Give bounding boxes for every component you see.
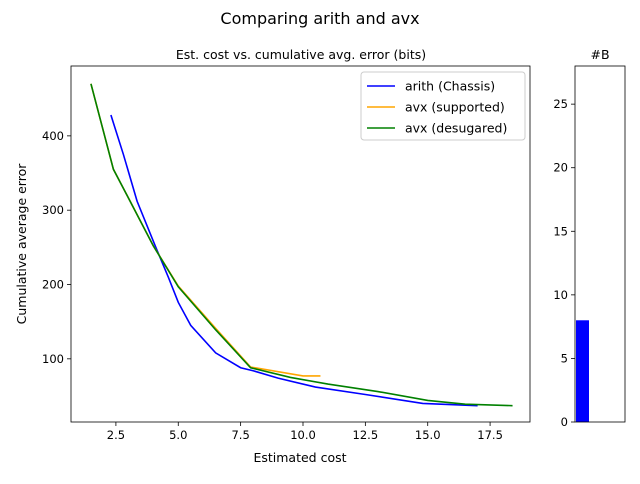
bar-chart-title: #B [590,47,609,62]
x-axis-label: Estimated cost [253,450,346,465]
series-line-avx-desugared- [90,83,513,407]
y-tick-label: 200 [42,278,64,292]
legend-label: arith (Chassis) [405,79,495,94]
figure-title: Comparing arith and avx [220,9,419,28]
legend-label: avx (desugared) [405,121,507,136]
y-tick-label: 300 [42,203,64,217]
x-tick-label: 12.5 [353,428,379,442]
legend [360,71,526,141]
x-tick-label: 7.5 [231,428,249,442]
x-tick-label: 10.0 [290,428,316,442]
x-tick-label: 5.0 [169,428,187,442]
bar-plot: 0 5 10 15 20 25 [553,65,626,429]
y-tick-label: 20 [553,161,568,175]
y-tick-label: 15 [553,224,568,238]
legend-label: avx (supported) [405,100,505,115]
y-tick-label: 100 [42,352,64,366]
y-tick-label: 5 [561,351,568,365]
bar [576,320,589,422]
y-tick-label: 400 [42,129,64,143]
series-line-arith-chassis- [110,114,478,407]
y-axis-label: Cumulative average error [14,163,29,325]
x-tick-label: 2.5 [107,428,125,442]
main-chart-title: Est. cost vs. cumulative avg. error (bit… [176,47,426,62]
y-tick-label: 10 [553,288,568,302]
y-tick-label: 25 [553,97,568,111]
y-tick-label: 0 [561,415,568,429]
plot-frame [574,65,626,423]
x-tick-label: 15.0 [415,428,441,442]
main-plot: 2.5 5.0 7.5 10.0 12.5 15.0 17.5 100 200 300 400 ari… [42,65,531,442]
plot-frame [70,65,531,423]
x-tick-label: 17.5 [477,428,503,442]
series-line-avx-supported- [90,83,321,377]
